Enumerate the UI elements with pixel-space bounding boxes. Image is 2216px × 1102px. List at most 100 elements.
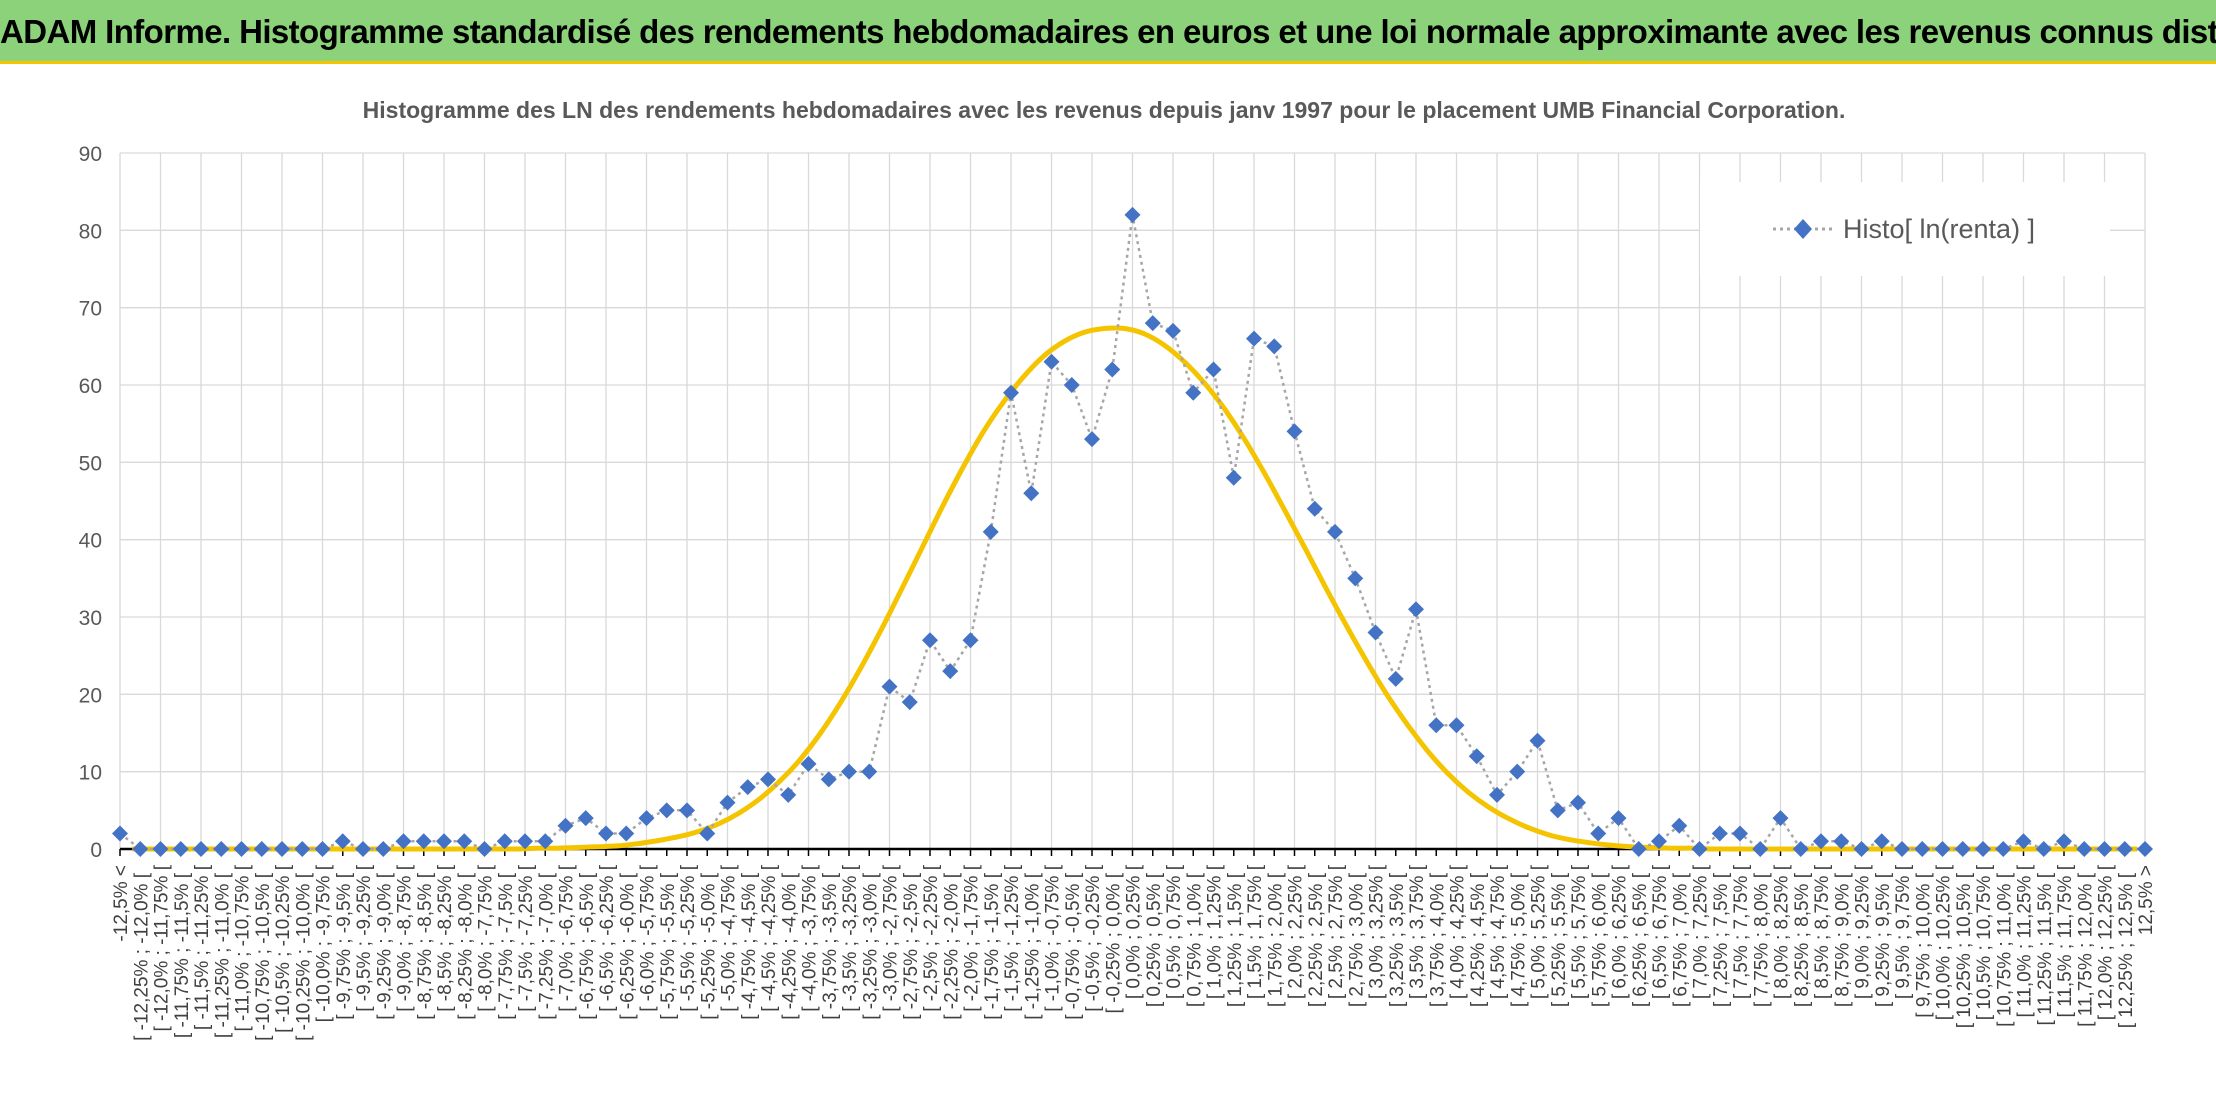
histogram-point [1124,206,1141,223]
x-tick-label: [ -3,0% ; -2,75% [ [881,864,902,1012]
histogram-point [1610,810,1627,827]
x-tick-label: [ 0,25% ; 0,5% [ [1144,872,1165,1007]
x-tick-label: [ 2,5% ; 2,75% [ [1326,864,1347,999]
histogram-point [1732,825,1748,842]
x-tick-label: [ -6,75% ; -6,5% [ [577,872,598,1020]
x-tick-label: [ -7,25% ; -7,0% [ [536,872,557,1020]
x-tick-label: [ 1,25% ; 1,5% [ [1225,872,1246,1007]
y-tick-label: 0 [90,839,102,862]
histogram-point [820,771,837,788]
x-tick-label: [ 3,25% ; 3,5% [ [1387,872,1408,1007]
histogram-point [1327,523,1343,540]
x-tick-label: [ 11,75% ; 12,0% [ [2075,872,2096,1027]
x-tick-label: [ -11,0% ; -10,75% [ [233,864,254,1031]
x-tick-label: [ 3,75% ; 4,0% [ [1427,872,1448,1007]
histogram-point [1975,841,1991,857]
x-tick-label: [ -4,0% ; -3,75% [ [800,864,821,1012]
x-tick-label: [ 12,25% ; 12,5% [ [2116,872,2137,1028]
x-tick-label: [ 9,75% ; 10,0% [ [1913,872,1934,1017]
histogram-point [1549,802,1566,819]
x-tick-label: [ 8,25% ; 8,5% [ [1792,872,1813,1007]
histogram-point [1003,384,1019,401]
x-tick-label: [ 7,5% ; 7,75% [ [1731,864,1752,999]
histogram-point [598,825,614,842]
histogram-point [1853,841,1870,857]
x-tick-label: [ -10,0% ; -9,75% [ [314,864,335,1022]
histogram-point [496,833,513,850]
x-tick-label: [ -9,5% ; -9,25% [ [354,864,375,1012]
x-tick-label: [ 5,0% ; 5,25% [ [1529,864,1550,999]
histogram-point [1914,841,1931,857]
x-tick-label: [ -1,75% ; -1,5% [ [982,872,1003,1020]
x-tick-label: [ 4,75% ; 5,0% [ [1508,872,1529,1007]
x-tick-label: [ -6,25% ; -6,0% [ [617,872,638,1020]
histogram-point [1266,338,1283,355]
y-tick-label: 80 [79,220,102,243]
histogram-point [1691,841,1708,857]
histogram-point [1590,825,1607,842]
x-tick-label: [ 7,0% ; 7,25% [ [1691,864,1712,999]
histogram-point [618,825,635,842]
x-tick-label: [ 2,0% ; 2,25% [ [1286,864,1307,999]
y-tick-label: 70 [79,298,102,321]
histogram-point [1630,841,1647,857]
histogram-point [1995,841,2012,857]
histogram-point [172,841,189,857]
histogram-point [679,802,695,819]
normal-curve [132,325,2137,852]
histogram-point [1711,825,1728,842]
histogram-point [476,841,493,857]
histogram-point [274,841,290,857]
histogram-point [517,833,533,850]
x-tick-label: [ -5,5% ; -5,25% [ [678,864,699,1012]
x-tick-label: [ 6,5% ; 6,75% [ [1650,864,1671,999]
histogram-point [334,833,351,850]
histogram-point [1894,841,1910,857]
x-tick-label: [ 4,5% ; 4,75% [ [1488,864,1509,999]
x-tick-label: [ -12,25% ; -12,0% [ [131,872,152,1041]
histogram-point [112,825,128,842]
y-tick-label: 30 [79,607,102,630]
histogram-point [1246,330,1262,347]
x-tick-label: [ 5,5% ; 5,75% [ [1569,864,1590,999]
histogram-point [1063,377,1080,393]
x-tick-label: [ 7,25% ; 7,5% [ [1711,872,1732,1007]
histogram-point [800,755,817,772]
histogram-point [213,841,230,857]
histogram-point [233,841,250,857]
histogram-point [901,694,918,711]
x-tick-label: [ 8,0% ; 8,25% [ [1772,864,1793,999]
histogram-point [1185,384,1202,401]
x-tick-label: [ -3,75% ; -3,5% [ [820,872,841,1020]
x-tick-label: [ -10,25% ; -10,0% [ [293,872,314,1041]
x-tick-label: [ -1,25% ; -1,0% [ [1022,872,1043,1020]
x-tick-label: [ -7,0% ; -6,75% [ [557,864,578,1012]
histogram-point [1205,361,1222,378]
histogram-point [415,833,432,850]
histogram-point [1468,748,1485,765]
x-tick-label: [ 10,75% ; 11,0% [ [1994,872,2015,1027]
x-tick-label: [ 0,5% ; 0,75% [ [1164,864,1185,999]
x-tick-label: [ 12,0% ; 12,25% [ [2096,864,2117,1020]
histogram-point [1813,833,1829,850]
histogram-point [193,841,209,857]
x-tick-label: [ 9,25% ; 9,5% [ [1873,872,1894,1007]
normal-curve-line [132,325,2137,852]
histogram-point [1772,810,1789,827]
histogram-point [638,810,655,827]
histogram-point [1448,717,1465,734]
histogram-point [841,763,857,780]
histogram-point [1833,833,1850,850]
x-tick-label: [ -0,25% ; 0,0% [ [1103,872,1124,1013]
x-tick-label: [ 1,5% ; 1,75% [ [1245,864,1266,999]
x-tick-label: [ -7,75% ; -7,5% [ [496,872,517,1020]
x-tick-label: [ 8,5% ; 8,75% [ [1812,864,1833,999]
x-tick-label: [ -2,5% ; -2,25% [ [921,864,942,1012]
histogram-point [537,833,554,850]
x-tick-label: [ -3,25% ; -3,0% [ [860,872,881,1020]
report-header: ADAM Informe. Histogramme standardisé de… [0,0,2216,64]
x-tick-label: [ 3,0% ; 3,25% [ [1367,864,1388,999]
x-tick-label: [ -1,0% ; -0,75% [ [1043,864,1064,1012]
y-axis: 0 10 20 30 40 50 60 70 80 90 [79,143,102,862]
histogram-point [1570,794,1586,811]
